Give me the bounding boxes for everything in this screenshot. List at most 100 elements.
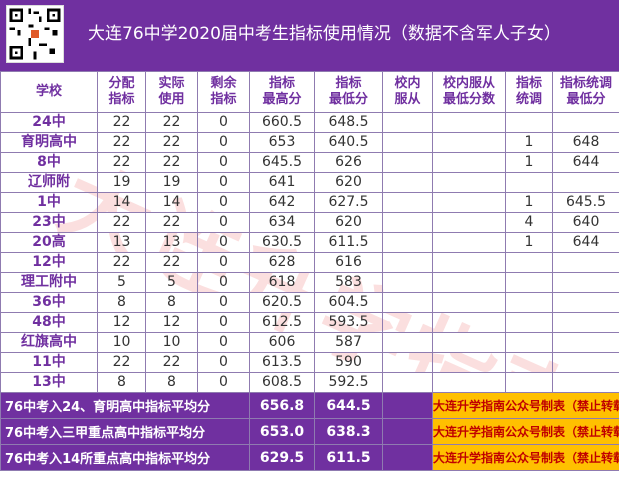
cell-alloc: 22	[97, 112, 146, 133]
cell-adjust-min	[552, 172, 619, 193]
school-name-cell: 23中	[0, 212, 98, 233]
table-row: 13中 8 8 0 608.5 592.5	[0, 372, 619, 393]
cell-used: 22	[145, 352, 198, 373]
cell-adjust-min	[552, 292, 619, 313]
summary-min: 644.5	[314, 392, 383, 419]
summary-max: 629.5	[249, 444, 315, 471]
cell-used: 8	[145, 292, 198, 313]
cell-alloc: 5	[97, 272, 146, 293]
copyright-note: 大连升学指南公众号制表（禁止转载）	[432, 418, 619, 445]
col-header-adjust: 指标 统调	[505, 71, 553, 113]
cell-used: 5	[145, 272, 198, 293]
cell-in-school-min	[432, 152, 506, 173]
cell-adjust-min: 648	[552, 132, 619, 153]
cell-in-school	[382, 252, 433, 273]
cell-adjust	[505, 272, 553, 293]
cell-alloc: 8	[97, 292, 146, 313]
cell-adjust: 1	[505, 152, 553, 173]
cell-min: 620	[314, 212, 383, 233]
cell-in-school	[382, 352, 433, 373]
cell-in-school	[382, 112, 433, 133]
cell-in-school-min	[432, 312, 506, 333]
cell-adjust	[505, 112, 553, 133]
school-name-cell: 24中	[0, 112, 98, 133]
cell-adjust	[505, 352, 553, 373]
cell-remain: 0	[197, 212, 250, 233]
cell-remain: 0	[197, 352, 250, 373]
table-row: 48中 12 12 0 612.5 593.5	[0, 312, 619, 333]
cell-alloc: 22	[97, 352, 146, 373]
col-header-in-school-min: 校内服从 最低分数	[432, 71, 506, 113]
col-header-max: 指标 最高分	[249, 71, 315, 113]
cell-in-school	[382, 332, 433, 353]
cell-min: 627.5	[314, 192, 383, 213]
cell-used: 14	[145, 192, 198, 213]
cell-min: 648.5	[314, 112, 383, 133]
cell-adjust-min	[552, 352, 619, 373]
school-name-cell: 辽师附	[0, 172, 98, 193]
col-header-school: 学校	[0, 71, 98, 113]
cell-alloc: 10	[97, 332, 146, 353]
cell-alloc: 22	[97, 152, 146, 173]
summary-min: 611.5	[314, 444, 383, 471]
cell-remain: 0	[197, 232, 250, 253]
cell-in-school-min	[432, 112, 506, 133]
cell-in-school-min	[432, 232, 506, 253]
cell-adjust	[505, 172, 553, 193]
col-header-remain: 剩余 指标	[197, 71, 250, 113]
cell-adjust-min	[552, 112, 619, 133]
cell-max: 618	[249, 272, 315, 293]
cell-remain: 0	[197, 152, 250, 173]
cell-alloc: 22	[97, 132, 146, 153]
cell-alloc: 8	[97, 372, 146, 393]
summary-min: 638.3	[314, 418, 383, 445]
cell-max: 608.5	[249, 372, 315, 393]
cell-alloc: 22	[97, 212, 146, 233]
cell-adjust: 1	[505, 192, 553, 213]
cell-min: 604.5	[314, 292, 383, 313]
summary-label: 76中考入24、育明高中指标平均分	[0, 392, 250, 419]
cell-adjust-min	[552, 252, 619, 273]
cell-remain: 0	[197, 252, 250, 273]
cell-max: 628	[249, 252, 315, 273]
quota-table: 学校 分配 指标 实际 使用 剩余 指标 指标 最高分 指标 最低分 校内 服从 校内服从最…	[0, 71, 619, 471]
table-row: 红旗高中 10 10 0 606 587	[0, 332, 619, 353]
summary-row: 76中考入14所重点高中指标平均分 629.5 611.5 大连升学指南公众号制表（禁…	[0, 444, 619, 471]
school-name-cell: 11中	[0, 352, 98, 373]
cell-max: 613.5	[249, 352, 315, 373]
cell-min: 616	[314, 252, 383, 273]
table-row: 育明高中 22 22 0 653 640.5 1 648	[0, 132, 619, 153]
cell-alloc: 13	[97, 232, 146, 253]
cell-remain: 0	[197, 372, 250, 393]
cell-adjust	[505, 292, 553, 313]
title-banner: 大连76中学2020届中考生指标使用情况（数据不含军人子女）	[0, 0, 619, 71]
cell-min: 640.5	[314, 132, 383, 153]
cell-min: 626	[314, 152, 383, 173]
cell-adjust-min: 644	[552, 152, 619, 173]
cell-in-school	[382, 212, 433, 233]
cell-in-school-min	[432, 212, 506, 233]
school-name-cell: 理工附中	[0, 272, 98, 293]
cell-used: 22	[145, 212, 198, 233]
cell-in-school	[382, 132, 433, 153]
cell-min: 583	[314, 272, 383, 293]
cell-remain: 0	[197, 312, 250, 333]
summary-max: 656.8	[249, 392, 315, 419]
cell-max: 645.5	[249, 152, 315, 173]
cell-in-school	[382, 272, 433, 293]
cell-adjust-min	[552, 272, 619, 293]
cell-in-school	[382, 292, 433, 313]
cell-min: 593.5	[314, 312, 383, 333]
cell-adjust	[505, 312, 553, 333]
cell-used: 19	[145, 172, 198, 193]
cell-remain: 0	[197, 132, 250, 153]
cell-adjust: 1	[505, 132, 553, 153]
table-row: 12中 22 22 0 628 616	[0, 252, 619, 273]
cell-in-school-min	[432, 372, 506, 393]
table-row: 8中 22 22 0 645.5 626 1 644	[0, 152, 619, 173]
school-name-cell: 20高	[0, 232, 98, 253]
cell-used: 22	[145, 252, 198, 273]
cell-adjust	[505, 372, 553, 393]
summary-spacer	[382, 392, 433, 419]
table-row: 36中 8 8 0 620.5 604.5	[0, 292, 619, 313]
